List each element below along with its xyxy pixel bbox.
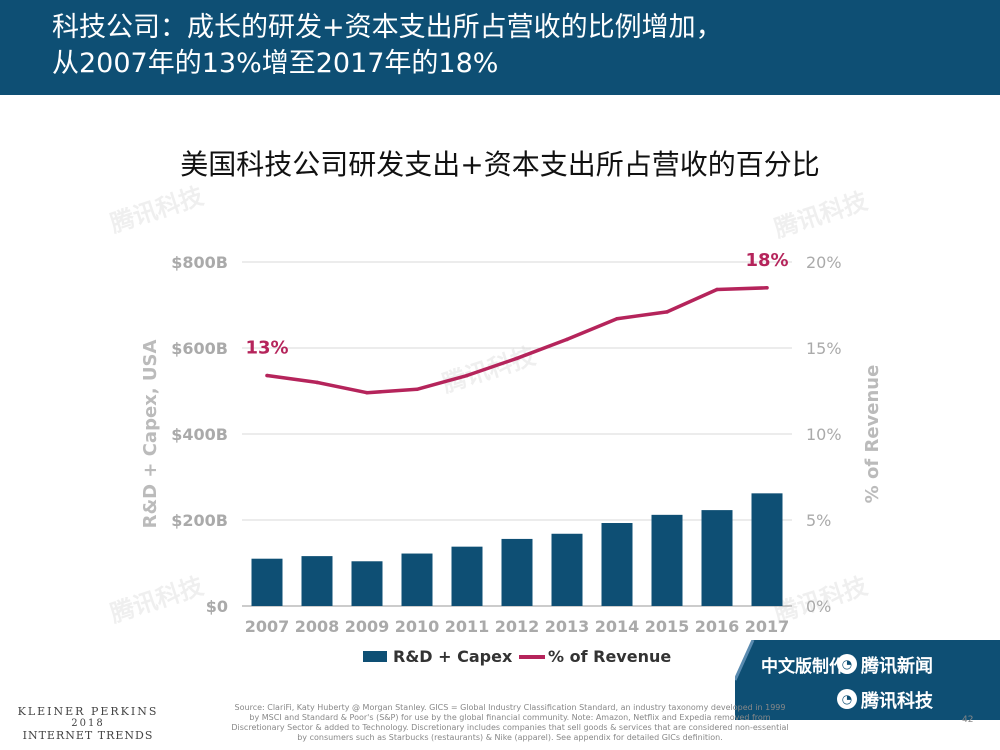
y2-tick-label: 0% bbox=[806, 597, 831, 616]
bar bbox=[501, 538, 533, 606]
source-note: Source: ClariFi, Katy Huberty @ Morgan S… bbox=[231, 703, 789, 742]
credit-box: 中文版制作: ◔ 腾讯新闻 ◔ 腾讯科技 bbox=[735, 640, 1000, 720]
legend-label: R&D + Capex bbox=[393, 647, 513, 666]
y-tick-label: $200B bbox=[171, 511, 228, 530]
y2-tick-label: 15% bbox=[806, 339, 842, 358]
line-point bbox=[515, 356, 519, 361]
credit-background bbox=[735, 640, 1000, 720]
tencent-logo-icon: ◔ bbox=[837, 689, 857, 709]
y-tick-label: $600B bbox=[171, 339, 228, 358]
tencent-logo-icon: ◔ bbox=[837, 654, 857, 674]
line-series bbox=[266, 286, 768, 395]
x-tick-label: 2007 bbox=[245, 617, 290, 636]
line-point bbox=[765, 286, 769, 290]
slide-title-line-1: 科技公司：成长的研发+资本支出所占营收的比例增加， bbox=[52, 12, 723, 43]
y-axis-title: R&D + Capex, USA bbox=[140, 340, 161, 529]
bar bbox=[401, 553, 433, 606]
slide-title-line-2: 从2007年的13%增至2017年的18% bbox=[52, 48, 499, 79]
y2-tick-label: 5% bbox=[806, 511, 831, 530]
brand-line-3: INTERNET TRENDS bbox=[22, 729, 154, 742]
y-tick-label: $800B bbox=[171, 253, 228, 272]
y-tick-label: $0 bbox=[206, 597, 228, 616]
line-point bbox=[365, 390, 369, 395]
y-tick-label: $400B bbox=[171, 425, 228, 444]
legend-swatch-bar bbox=[363, 651, 387, 662]
x-tick-label: 2012 bbox=[495, 617, 540, 636]
x-tick-label: 2013 bbox=[545, 617, 590, 636]
line-point bbox=[315, 380, 319, 385]
data-label: 13% bbox=[245, 338, 288, 359]
x-tick-label: 2011 bbox=[445, 617, 490, 636]
x-tick-label: 2010 bbox=[395, 617, 440, 636]
bar bbox=[451, 546, 483, 606]
x-tick-label: 2015 bbox=[645, 617, 690, 636]
line-point bbox=[265, 373, 269, 378]
line-point bbox=[715, 287, 719, 292]
credit-tech: 腾讯科技 bbox=[861, 691, 933, 712]
x-tick-label: 2008 bbox=[295, 617, 340, 636]
brand-line-1: KLEINER PERKINS bbox=[17, 705, 159, 718]
bar bbox=[251, 558, 283, 606]
x-tick-label: 2016 bbox=[695, 617, 740, 636]
line-point bbox=[565, 337, 569, 342]
credit-news: 腾讯新闻 bbox=[861, 656, 933, 677]
line-point bbox=[415, 387, 419, 392]
chart-area: $0 0% $200B 5% $400B 10% $600B 15% $800B 20% R&D +… bbox=[140, 250, 883, 666]
brand-line-2: 2018 bbox=[71, 718, 105, 729]
x-tick-label: 2017 bbox=[745, 617, 790, 636]
data-label: 18% bbox=[745, 250, 788, 271]
page-number: 42 bbox=[962, 715, 974, 725]
y2-tick-label: 10% bbox=[806, 425, 842, 444]
line-point bbox=[665, 310, 669, 314]
bar bbox=[551, 533, 583, 606]
x-tick-label: 2014 bbox=[595, 617, 640, 636]
credit-made-by: 中文版制作: bbox=[761, 657, 853, 677]
bar bbox=[651, 514, 683, 606]
y2-axis-title: % of Revenue bbox=[862, 365, 883, 504]
title-bar: 科技公司：成长的研发+资本支出所占营收的比例增加， 从2007年的13%增至20… bbox=[0, 0, 1000, 95]
chart-title: 美国科技公司研发支出+资本支出所占营收的百分比 bbox=[180, 148, 820, 181]
bar bbox=[301, 556, 333, 606]
x-tick-label: 2009 bbox=[345, 617, 390, 636]
bar bbox=[601, 523, 633, 606]
legend-label: % of Revenue bbox=[548, 647, 671, 666]
bar bbox=[351, 561, 383, 606]
bar bbox=[701, 510, 733, 606]
line-point bbox=[615, 316, 619, 321]
bar bbox=[751, 493, 783, 606]
line-point bbox=[465, 373, 469, 378]
y2-tick-label: 20% bbox=[806, 253, 842, 272]
brand-logo: KLEINER PERKINS 2018 INTERNET TRENDS bbox=[8, 705, 168, 742]
